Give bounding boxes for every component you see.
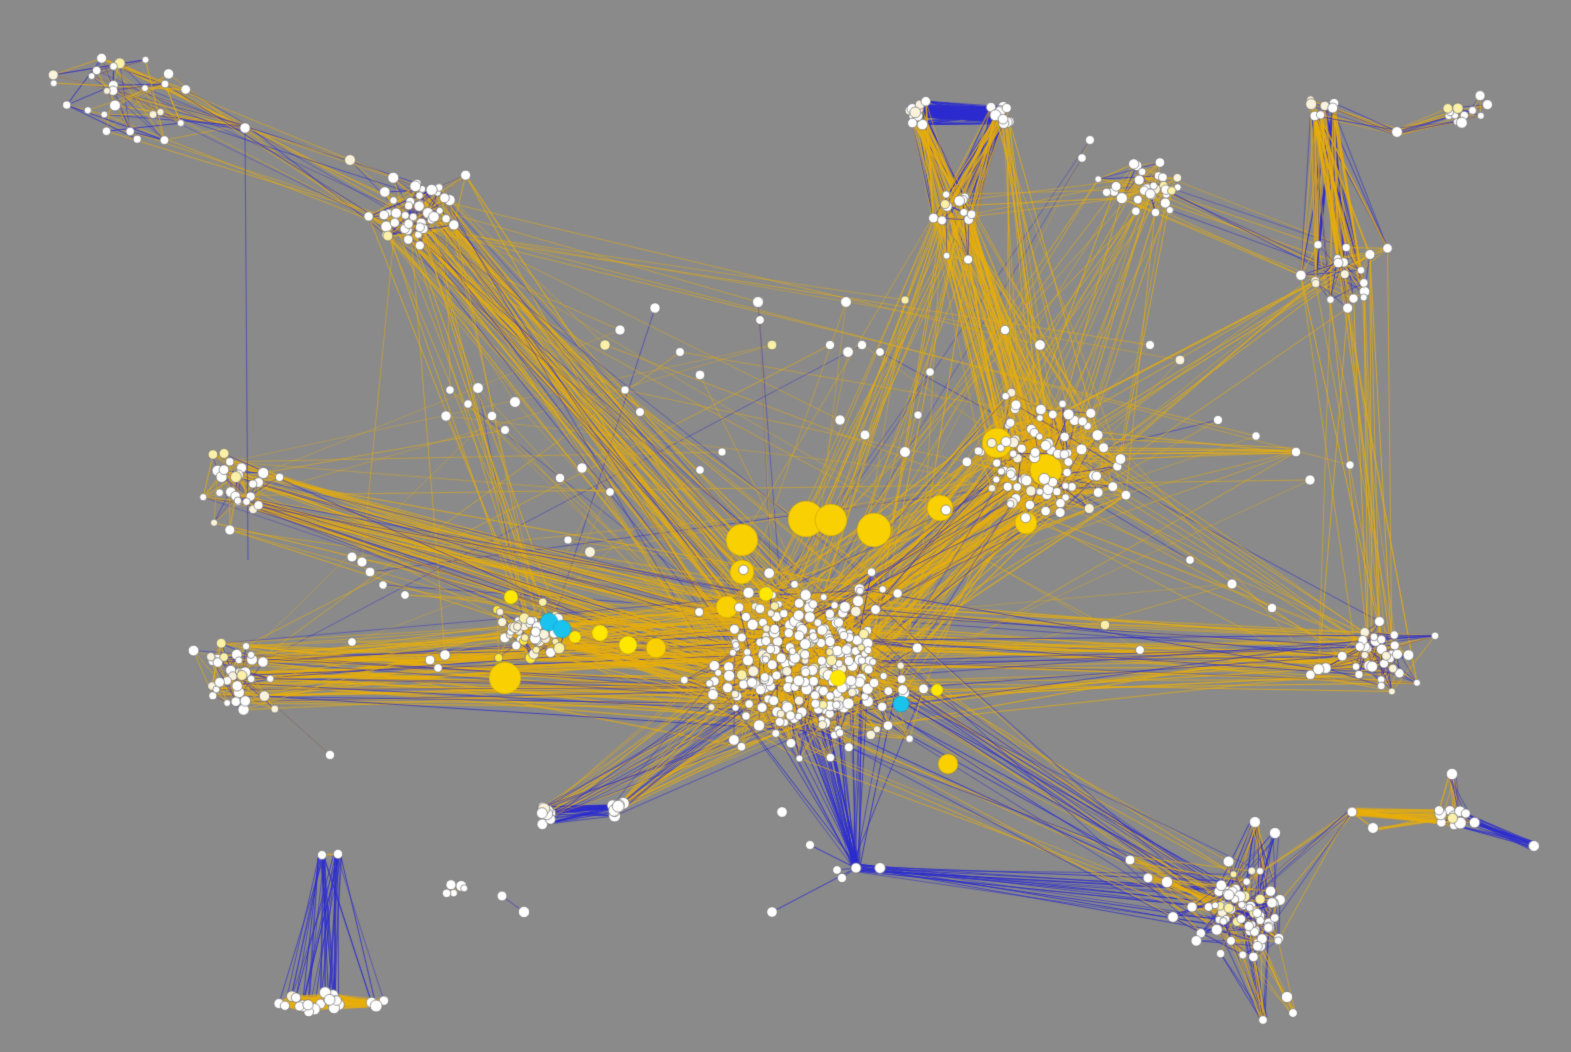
graph-viewport [0, 0, 1571, 1052]
network-graph-canvas [0, 0, 1571, 1052]
